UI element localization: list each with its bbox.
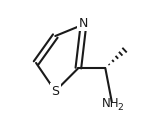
- Text: NH: NH: [102, 97, 119, 110]
- Text: S: S: [51, 85, 59, 98]
- Text: N: N: [79, 17, 88, 30]
- Text: 2: 2: [117, 103, 123, 112]
